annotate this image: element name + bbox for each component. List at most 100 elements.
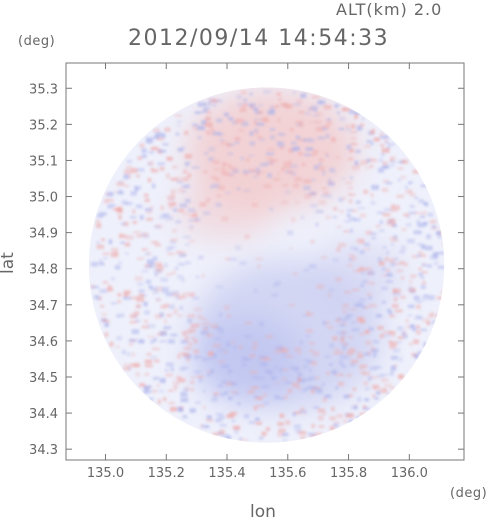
noise-cell <box>356 128 362 132</box>
noise-cell <box>391 204 396 209</box>
noise-cell <box>364 267 373 270</box>
noise-cell <box>367 376 372 381</box>
noise-cell <box>355 200 361 204</box>
noise-cell <box>366 158 371 163</box>
noise-cell <box>349 193 356 196</box>
noise-cell <box>249 370 258 375</box>
noise-cell <box>413 230 422 235</box>
noise-cell <box>383 134 391 139</box>
noise-cell <box>380 153 385 157</box>
noise-cell <box>398 374 404 380</box>
noise-cell <box>291 171 297 176</box>
noise-cell <box>313 120 322 124</box>
noise-cell <box>236 94 243 100</box>
noise-cell <box>379 390 388 394</box>
noise-cell <box>317 136 325 140</box>
noise-cell <box>327 292 331 298</box>
noise-cell <box>308 138 315 143</box>
y-tick-label: 35.0 <box>29 191 58 206</box>
noise-cell <box>283 397 288 400</box>
noise-cell <box>381 165 388 168</box>
noise-cell <box>279 413 284 418</box>
noise-cell <box>417 243 422 246</box>
noise-cell <box>413 295 420 301</box>
noise-cell <box>178 352 185 356</box>
noise-cell <box>173 207 178 212</box>
noise-cell <box>345 124 351 129</box>
noise-cell <box>176 376 182 380</box>
noise-cell <box>387 218 396 222</box>
noise-cell <box>153 269 162 274</box>
noise-cell <box>268 158 277 163</box>
noise-cell <box>343 394 350 399</box>
noise-cell <box>399 260 405 266</box>
noise-cell <box>315 389 323 394</box>
noise-cell <box>351 142 358 146</box>
noise-cell <box>321 382 326 387</box>
noise-cell <box>137 168 145 172</box>
noise-cell <box>348 216 356 222</box>
noise-cell <box>436 251 445 255</box>
noise-cell <box>211 160 220 165</box>
noise-cell <box>292 272 299 276</box>
noise-cell <box>396 269 404 273</box>
noise-cell <box>349 228 354 233</box>
noise-cell <box>366 351 371 355</box>
noise-cell <box>301 163 306 166</box>
noise-cell <box>164 263 168 268</box>
noise-cell <box>243 189 251 192</box>
noise-cell <box>350 256 357 262</box>
noise-cell <box>163 326 172 330</box>
noise-cell <box>390 163 395 167</box>
noise-cell <box>184 335 190 341</box>
noise-cell <box>315 210 324 214</box>
noise-cell <box>342 419 348 423</box>
noise-cell <box>277 132 285 136</box>
noise-cell <box>435 231 442 235</box>
noise-cell <box>153 135 160 140</box>
noise-cell <box>143 193 149 198</box>
noise-cell <box>162 143 169 146</box>
noise-cell <box>312 114 319 117</box>
noise-cell <box>146 259 155 265</box>
noise-cell <box>371 348 379 353</box>
noise-cell <box>287 388 293 394</box>
x-tick-label: 135.6 <box>269 466 306 481</box>
noise-cell <box>243 414 250 419</box>
noise-cell <box>164 369 169 372</box>
noise-cell <box>239 261 247 266</box>
noise-cell <box>105 198 114 203</box>
noise-cell <box>98 259 103 264</box>
noise-cell <box>384 383 392 387</box>
noise-cell <box>293 366 300 372</box>
noise-cell <box>242 98 248 102</box>
noise-cell <box>361 364 368 369</box>
noise-cell <box>328 343 335 348</box>
noise-cell <box>418 251 424 254</box>
noise-cell <box>282 183 288 188</box>
noise-cell <box>136 234 142 238</box>
noise-cell <box>177 188 185 193</box>
noise-cell <box>346 413 355 418</box>
noise-cell <box>228 396 233 401</box>
noise-cell <box>244 171 248 177</box>
noise-cell <box>336 225 342 229</box>
noise-cell <box>398 160 405 164</box>
noise-cell <box>135 371 140 377</box>
noise-cell <box>143 391 149 394</box>
noise-cell <box>401 159 408 164</box>
noise-cell <box>302 138 311 142</box>
noise-cell <box>107 204 116 207</box>
noise-cell <box>288 148 293 153</box>
noise-cell <box>318 166 326 172</box>
noise-cell <box>290 141 297 145</box>
noise-cell <box>377 257 383 262</box>
noise-cell <box>247 390 255 394</box>
noise-cell <box>411 254 418 259</box>
noise-cell <box>381 373 390 376</box>
noise-cell <box>351 124 356 129</box>
x-tick-label: 135.0 <box>87 466 124 481</box>
noise-cell <box>409 205 415 209</box>
noise-cell <box>371 236 376 240</box>
noise-cell <box>116 191 125 195</box>
